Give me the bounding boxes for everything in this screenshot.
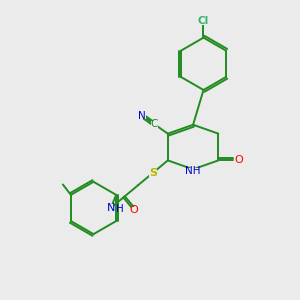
Text: O: O (129, 205, 138, 215)
Text: O: O (235, 155, 244, 165)
Text: N: N (138, 111, 146, 121)
FancyBboxPatch shape (235, 157, 242, 164)
FancyBboxPatch shape (188, 168, 199, 176)
FancyBboxPatch shape (139, 112, 146, 119)
FancyBboxPatch shape (151, 121, 158, 128)
Text: C: C (151, 119, 158, 129)
Text: S: S (149, 168, 157, 178)
FancyBboxPatch shape (107, 204, 114, 211)
FancyBboxPatch shape (199, 18, 208, 25)
FancyBboxPatch shape (130, 207, 137, 213)
Text: Cl: Cl (198, 16, 209, 26)
Text: NH: NH (185, 166, 201, 176)
FancyBboxPatch shape (149, 169, 157, 177)
Text: N: N (106, 203, 115, 213)
Text: H: H (116, 205, 124, 214)
